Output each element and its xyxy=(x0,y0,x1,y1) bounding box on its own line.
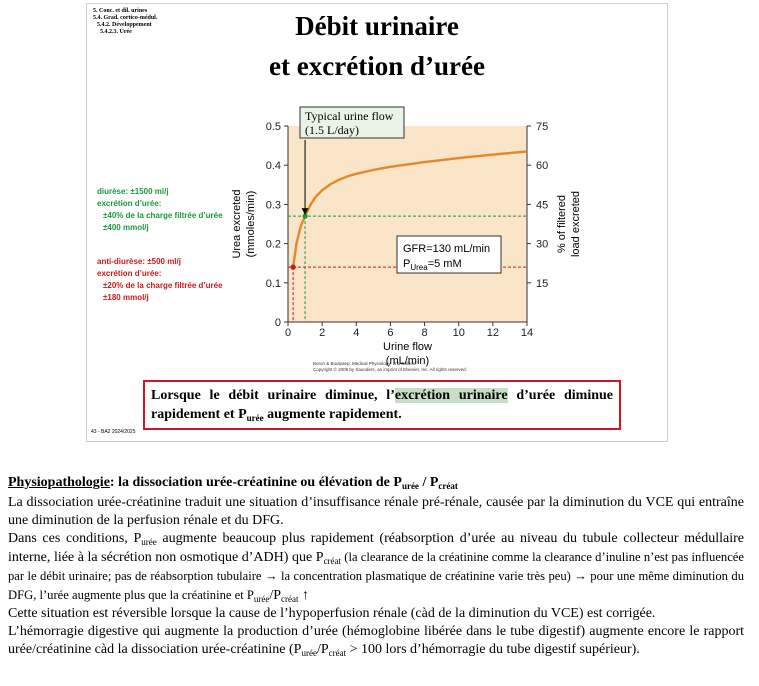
y2-tick-label: 60 xyxy=(536,160,548,172)
y2-axis-label-2: load excreted xyxy=(570,191,582,257)
slide: 5. Conc. et dil. urines 5.4. Grad. corti… xyxy=(86,3,668,442)
section-heading: Physiopathologie: la dissociation urée-c… xyxy=(8,475,458,491)
y2-tick-label: 45 xyxy=(536,199,548,211)
breadcrumb-item: 5.4.2.3. Urée xyxy=(100,29,132,35)
x-axis-label: Urine flow xyxy=(383,341,432,353)
document-text: Physiopathologie: la dissociation urée-c… xyxy=(8,474,744,659)
annotation-arrowhead xyxy=(301,208,309,216)
figure-credit: Boron & Boulpaep: Medical Physiology, 2n… xyxy=(313,361,467,372)
x-tick-label: 2 xyxy=(319,327,325,339)
x-axis-unit: (mL/min) xyxy=(386,355,429,367)
y2-axis-label: % of filtered xyxy=(556,195,568,253)
y2-tick-label: 30 xyxy=(536,239,548,251)
y-tick-label: 0.4 xyxy=(266,160,281,172)
x-tick-label: 14 xyxy=(521,327,533,339)
slide-footer: 43 - BA2 2024/2025 xyxy=(91,429,136,435)
y2-tick-label: 75 xyxy=(536,121,548,133)
info-gfr: GFR=130 mL/min xyxy=(403,243,490,255)
x-tick-label: 10 xyxy=(453,327,465,339)
x-tick-label: 4 xyxy=(353,327,359,339)
y-tick-label: 0.3 xyxy=(266,199,281,211)
highlight: excrétion urinaire xyxy=(394,388,508,403)
antidiuresis-note: anti-diurèse: ±500 ml/j excrétion d’urée… xyxy=(97,257,223,302)
diuresis-note: diurèse: ±1500 ml/j excrétion d’urée: ±4… xyxy=(97,187,223,232)
paragraph: Cette situation est réversible lorsque l… xyxy=(8,606,656,621)
breadcrumb-item: 5.4.2. Développement xyxy=(97,22,152,28)
breadcrumb-item: 5. Conc. et dil. urines xyxy=(93,8,148,14)
y-tick-label: 0.5 xyxy=(266,121,281,133)
x-tick-label: 8 xyxy=(422,327,428,339)
x-tick-label: 6 xyxy=(387,327,393,339)
info-box xyxy=(396,235,502,274)
annotation-line2: (1.5 L/day) xyxy=(305,123,359,137)
paragraph: L’hémorragie digestive qui augmente la p… xyxy=(8,624,744,658)
annotation-line1: Typical urine flow xyxy=(305,109,394,123)
y-axis-label: Urea excreted xyxy=(231,189,243,258)
y-axis-unit: (mmoles/min) xyxy=(245,191,257,258)
paragraph: La dissociation urée-créatinine traduit … xyxy=(8,495,744,528)
summary-callout: Lorsque le débit urinaire diminue, l’exc… xyxy=(143,380,621,430)
urea-chart: 0 2 4 6 8 10 12 14 0 0.1 0.2 0.3 0.4 0.5 15 30 45 60 75 Uri… xyxy=(231,106,582,367)
paragraph: Dans ces conditions, Purée augmente beau… xyxy=(8,531,745,604)
x-tick-label: 0 xyxy=(285,327,291,339)
plot-area xyxy=(288,126,527,322)
marker-point xyxy=(290,264,296,270)
marker-point xyxy=(302,213,308,219)
y-tick-label: 0 xyxy=(275,317,281,329)
y-tick-label: 0.1 xyxy=(266,278,281,290)
x-tick-label: 12 xyxy=(487,327,499,339)
info-purea: PUrea=5 mM xyxy=(403,258,462,272)
y-tick-label: 0.2 xyxy=(266,239,281,251)
breadcrumb: 5. Conc. et dil. urines 5.4. Grad. corti… xyxy=(93,8,157,36)
annotation-box xyxy=(299,106,405,139)
slide-title: Débit urinaire et excrétion d’urée xyxy=(269,11,485,81)
y2-tick-label: 15 xyxy=(536,278,548,290)
breadcrumb-item: 5.4. Grad. cortico-médul. xyxy=(93,15,158,21)
